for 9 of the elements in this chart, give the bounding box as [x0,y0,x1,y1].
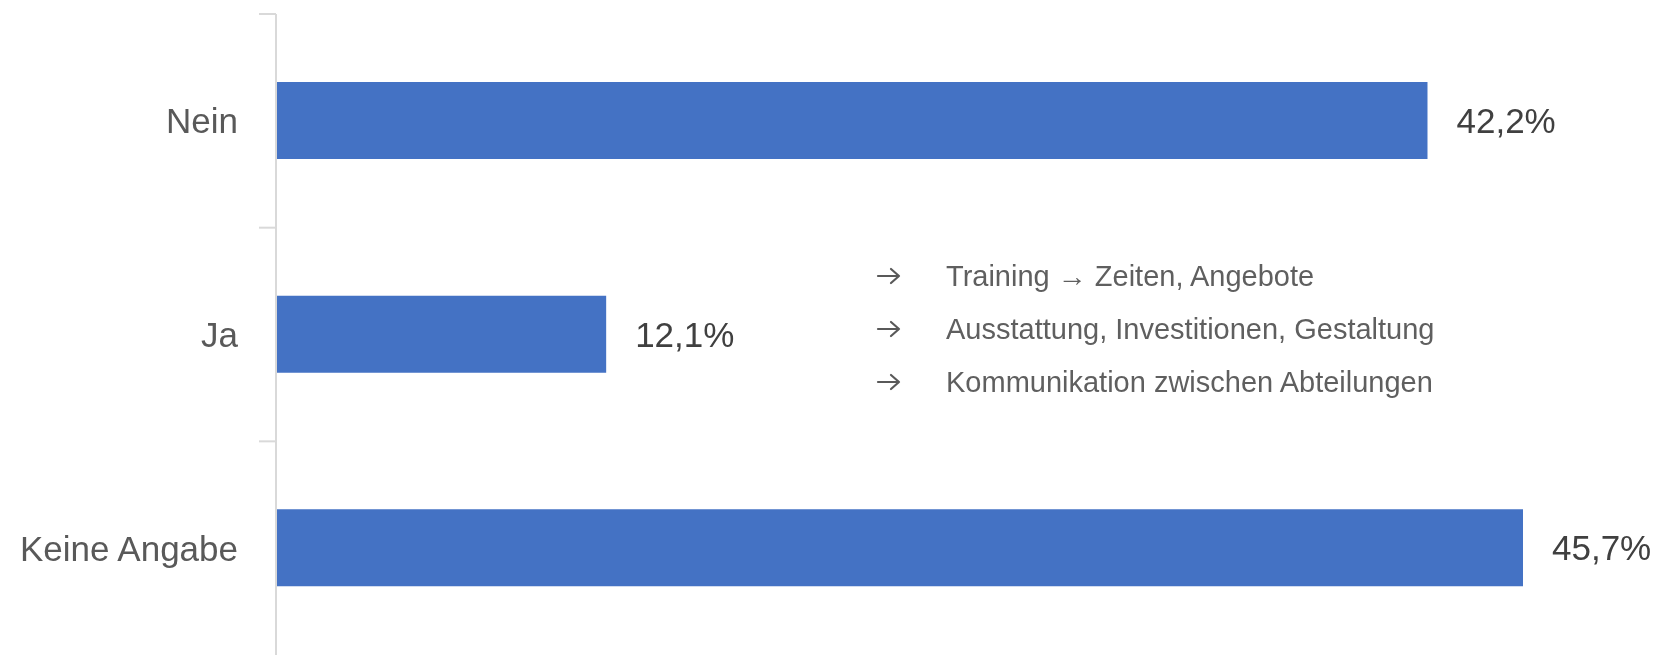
data-label: 45,7% [1552,528,1652,568]
annotation: Training → Zeiten, Angebote [946,259,1315,294]
annotation: Ausstattung, Investitionen, Gestaltung [946,312,1435,347]
data-label: 42,2% [1456,100,1556,140]
data-label: 12,1% [635,314,735,354]
y-tick-label: Nein [166,101,238,141]
y-tick-label: Ja [201,314,239,354]
y-tick-label: Keine Angabe [20,528,238,568]
annotation: Kommunikation zwischen Abteilungen [946,365,1433,400]
